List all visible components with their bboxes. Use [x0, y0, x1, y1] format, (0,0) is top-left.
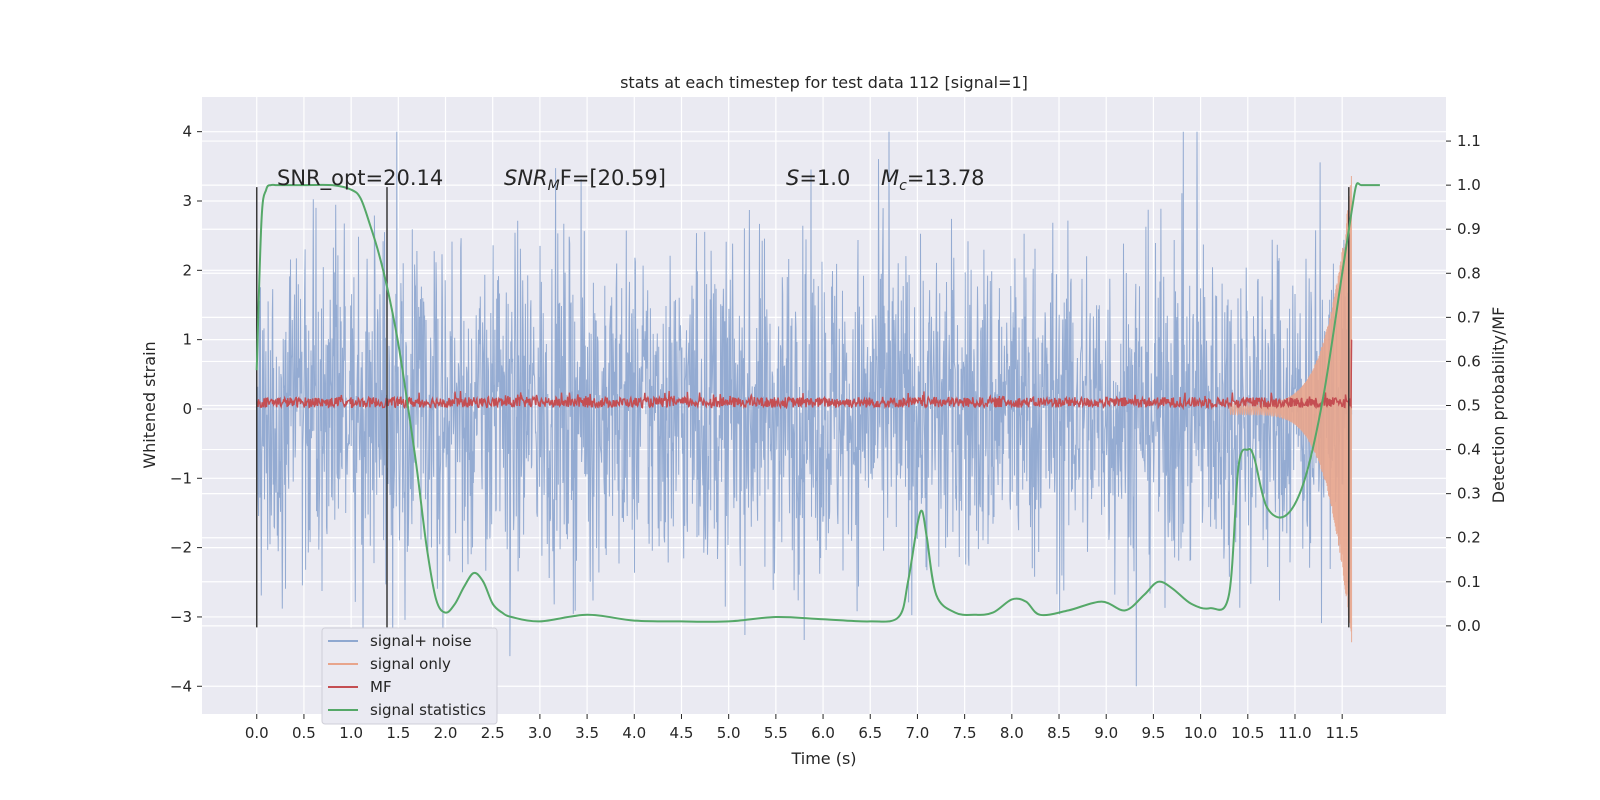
x-axis-ticks: 0.0 0.5 1.0 1.5 2.0 2.5 3.0 3.5 4.0 4.5 5.0 5.5 6.0 6…: [245, 714, 1359, 742]
x-tick-label: 5.0: [717, 724, 741, 742]
right-y-axis-ticks: 1.1 1.0 0.9 0.8 0.7 0.6 0.5 0.4 0.3 0.2 0.1 0.0: [1446, 132, 1481, 635]
snr-mf-annotation: SNRMF=[20.59]: [504, 166, 666, 194]
x-tick-label: 2.5: [481, 724, 505, 742]
y2-tick-label: 0.5: [1457, 397, 1481, 415]
s-annotation: S=1.0: [786, 166, 850, 190]
legend-label-mf: MF: [370, 678, 392, 696]
x-tick-label: 2.0: [434, 724, 458, 742]
mf-series: [256, 339, 1353, 411]
y-tick-label: −4: [170, 677, 192, 695]
signal-statistics-line: [255, 182, 1380, 623]
x-tick-label: 6.0: [811, 724, 835, 742]
x-tick-label: 7.5: [953, 724, 977, 742]
x-tick-label: 8.0: [1000, 724, 1024, 742]
x-tick-label: 0.5: [292, 724, 316, 742]
noise-trace: [256, 131, 1353, 687]
chart-title: stats at each timestep for test data 112…: [620, 73, 1028, 92]
vertical-markers: [255, 187, 1350, 628]
y2-tick-label: 1.1: [1457, 132, 1481, 150]
mc-annotation: Mc=13.78: [881, 166, 985, 194]
y2-tick-label: 0.1: [1457, 573, 1481, 591]
y2-tick-label: 1.0: [1457, 176, 1481, 194]
y2-tick-label: 0.9: [1457, 220, 1481, 238]
left-y-axis-label: Whitened strain: [140, 341, 159, 468]
legend-label-stats: signal statistics: [370, 701, 486, 719]
mf-trace: [256, 339, 1353, 411]
x-tick-label: 10.5: [1231, 724, 1264, 742]
x-tick-label: 3.5: [575, 724, 599, 742]
legend-label-noise: signal+ noise: [370, 632, 472, 650]
x-tick-label: 8.5: [1047, 724, 1071, 742]
signal-statistics-series: [255, 182, 1380, 623]
y2-tick-label: 0.7: [1457, 308, 1481, 326]
x-tick-label: 1.0: [339, 724, 363, 742]
y-tick-label: 4: [182, 123, 192, 141]
snr-opt-annotation: SNR_opt=20.14: [277, 166, 443, 191]
x-tick-label: 4.0: [622, 724, 646, 742]
x-tick-label: 9.0: [1094, 724, 1118, 742]
x-tick-label: 5.5: [764, 724, 788, 742]
y2-tick-label: 0.0: [1457, 617, 1481, 635]
x-tick-label: 4.5: [670, 724, 694, 742]
x-tick-label: 7.0: [906, 724, 930, 742]
y2-tick-label: 0.8: [1457, 264, 1481, 282]
x-tick-label: 9.5: [1141, 724, 1165, 742]
x-tick-label: 10.0: [1184, 724, 1217, 742]
right-y-axis-label: Detection probability/MF: [1489, 307, 1508, 504]
y-tick-label: −1: [170, 469, 192, 487]
x-axis-label: Time (s): [790, 749, 856, 768]
y2-tick-label: 0.4: [1457, 441, 1481, 459]
legend-box: [321, 627, 498, 725]
y-tick-label: 2: [182, 261, 192, 279]
y-tick-label: 1: [182, 331, 192, 349]
y2-tick-label: 0.6: [1457, 352, 1481, 370]
signal-plus-noise-series: [256, 131, 1353, 687]
y-tick-label: −2: [170, 539, 192, 557]
left-y-axis-ticks: 4 3 2 1 0 −1 −2 −3 −4: [170, 123, 202, 695]
y2-tick-label: 0.3: [1457, 485, 1481, 503]
y-tick-label: 3: [182, 192, 192, 210]
x-tick-label: 1.5: [386, 724, 410, 742]
legend-label-signal: signal only: [370, 655, 451, 673]
y2-tick-label: 0.2: [1457, 529, 1481, 547]
y-tick-label: 0: [182, 400, 192, 418]
signal-trace: [1228, 175, 1353, 643]
x-tick-label: 0.0: [245, 724, 269, 742]
x-tick-label: 11.5: [1325, 724, 1358, 742]
x-tick-label: 11.0: [1278, 724, 1311, 742]
x-tick-label: 6.5: [858, 724, 882, 742]
y-tick-label: −3: [170, 608, 192, 626]
legend: signal+ noise signal only MF signal stat…: [321, 627, 498, 725]
signal-only-series: [1228, 175, 1353, 643]
x-tick-label: 3.0: [528, 724, 552, 742]
